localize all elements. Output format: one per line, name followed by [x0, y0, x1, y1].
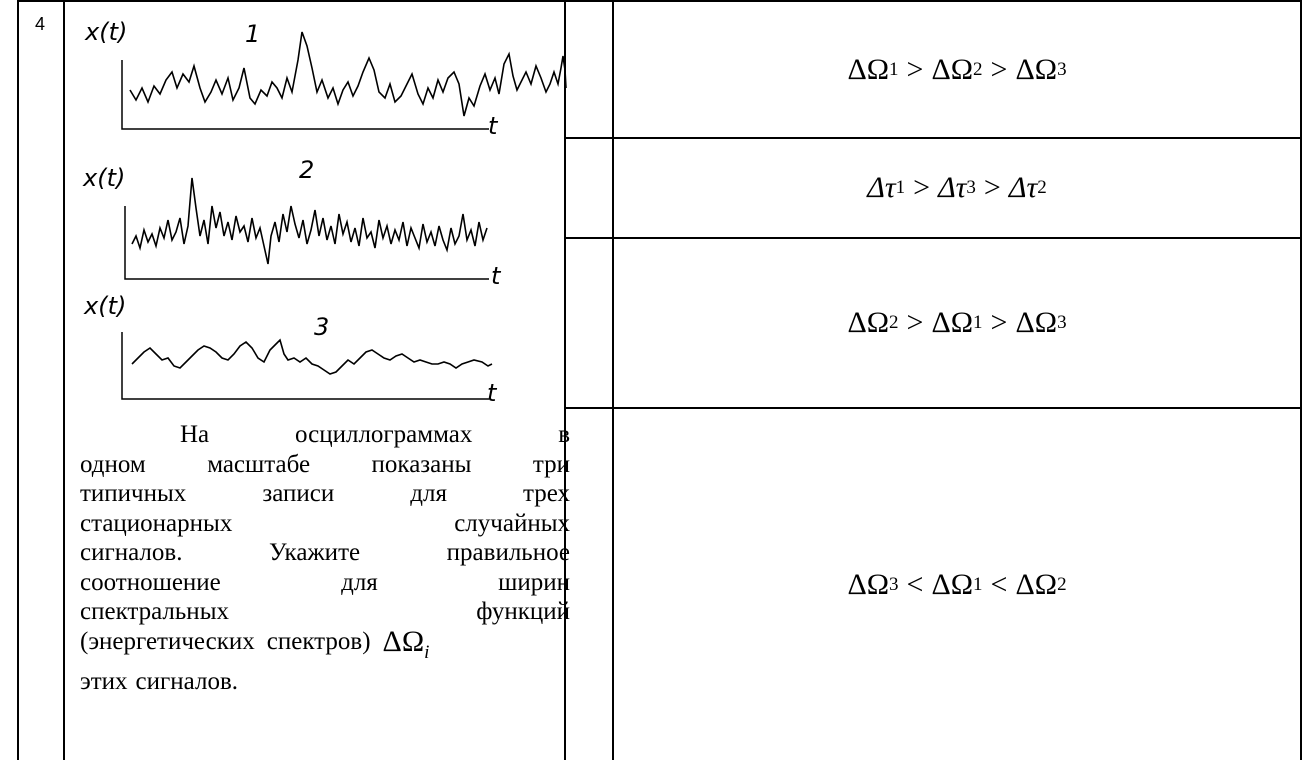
plot-number: 2 [299, 156, 315, 184]
plot-xlabel: t [487, 379, 497, 407]
plot-number: 1 [245, 20, 261, 48]
plot-xlabel: t [491, 262, 501, 290]
answer-option-1[interactable]: ΔΩ 1 > ΔΩ 2 > ΔΩ 3 [847, 52, 1067, 86]
oscillogram-1: x(t) 1 t [72, 8, 572, 158]
question-line: На осциллограммах в [180, 421, 570, 448]
plot-number: 3 [314, 313, 330, 341]
question-line: этих сигналов. [80, 668, 239, 695]
waveform-3 [121, 332, 493, 400]
row-number: 4 [35, 14, 46, 34]
question-line: (энергетических спектров) ΔΩi [80, 624, 570, 668]
delta-omega-i-symbol: ΔΩi [382, 624, 430, 663]
question-text: На осциллограммах в одном масштабе показ… [80, 420, 570, 697]
question-line: сигналов. Укажите правильное [80, 539, 570, 566]
question-line: типичных записи для трех [80, 480, 570, 507]
plot-ylabel: x(t) [84, 292, 127, 320]
answer-option-2[interactable]: Δτ 1 > Δτ 3 > Δτ 2 [867, 171, 1047, 204]
oscillogram-3: x(t) 3 t [72, 288, 572, 438]
oscillogram-2: x(t) 2 t [72, 148, 572, 298]
question-line: стационарных случайных [80, 509, 570, 537]
plot-ylabel: x(t) [83, 164, 126, 192]
answer-option-4[interactable]: ΔΩ 3 < ΔΩ 1 < ΔΩ 2 [847, 567, 1067, 601]
waveform-1 [121, 31, 567, 130]
question-line: одном масштабе показаны три [80, 450, 570, 478]
answer-option-3[interactable]: ΔΩ 2 > ΔΩ 1 > ΔΩ 3 [847, 306, 1067, 339]
plot-xlabel: t [488, 112, 498, 140]
question-line: спектральных функций [80, 598, 570, 625]
question-line: соотношение для ширин [80, 568, 570, 596]
waveform-2 [124, 177, 489, 280]
plot-ylabel: x(t) [85, 18, 128, 46]
